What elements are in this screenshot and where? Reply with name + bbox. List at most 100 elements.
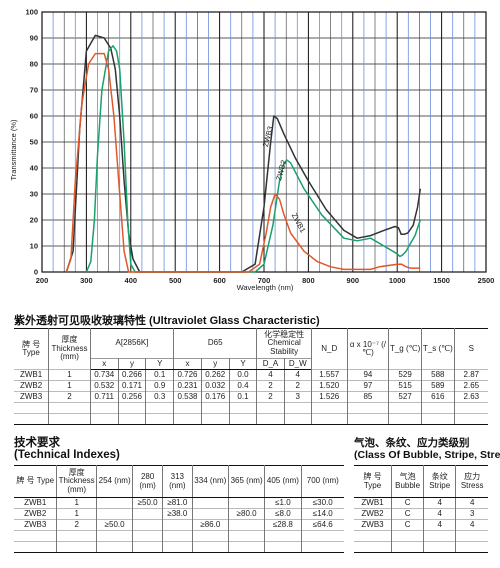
table-cell: ≥50.0 bbox=[132, 497, 163, 509]
y-tick-label: 40 bbox=[30, 164, 38, 173]
x-tick-label: 600 bbox=[213, 276, 226, 285]
y-tick-label: 60 bbox=[30, 112, 38, 121]
table-cell bbox=[173, 402, 202, 414]
table2-blank-row bbox=[14, 530, 344, 542]
table-cell: 2.63 bbox=[453, 391, 488, 403]
table-cell bbox=[346, 402, 390, 414]
x-tick-label: 800 bbox=[302, 276, 315, 285]
table-cell bbox=[48, 402, 91, 414]
glass-characteristic-table: 牌 号 Type 厚度 Thickness (mm) A[2856K] D65 … bbox=[14, 328, 488, 425]
table-cell: ZWB1 bbox=[14, 497, 58, 509]
table-cell: 527 bbox=[388, 391, 422, 403]
table-cell: 2 bbox=[256, 380, 285, 392]
table-cell: 1 bbox=[48, 369, 91, 381]
table-cell bbox=[283, 413, 312, 425]
y-tick-label: 70 bbox=[30, 86, 38, 95]
table-cell bbox=[264, 541, 302, 553]
sub-a-y: y bbox=[117, 358, 147, 370]
table-cell: ≤14.0 bbox=[300, 508, 344, 520]
table-cell: C bbox=[391, 497, 425, 509]
chart-grid bbox=[41, 11, 487, 273]
table-cell bbox=[56, 541, 97, 553]
table-cell: 0.0 bbox=[228, 369, 258, 381]
table-cell bbox=[455, 530, 488, 542]
table-cell bbox=[388, 402, 422, 414]
table3-row: ZWB3 C 4 4 bbox=[354, 519, 488, 531]
table-cell: 0.726 bbox=[173, 369, 202, 381]
table-cell: 2 bbox=[56, 519, 97, 531]
table-cell: 4 bbox=[423, 497, 457, 509]
col-thickness: 厚度 Thickness (mm) bbox=[48, 328, 91, 370]
col-tg: T_g (℃) bbox=[388, 328, 422, 370]
table-cell bbox=[453, 413, 488, 425]
column-header: 365 (nm) bbox=[227, 465, 266, 498]
table-cell bbox=[95, 497, 134, 509]
table-cell: 515 bbox=[388, 380, 422, 392]
table1-row: ZWB1 1 0.734 0.266 0.1 0.726 0.262 0.0 4 4 1.557 94… bbox=[14, 369, 488, 381]
x-tick-label: 300 bbox=[80, 276, 93, 285]
table-cell: ≥86.0 bbox=[191, 519, 229, 531]
table1-title: 紫外透射可见吸收玻璃特性 (Ultraviolet Glass Characte… bbox=[14, 315, 320, 327]
table-cell: 3 bbox=[455, 508, 488, 520]
table-cell bbox=[161, 530, 193, 542]
col-chemical-stability: 化学稳定性 Chemical Stability bbox=[256, 328, 312, 359]
table-cell: 0.176 bbox=[200, 391, 230, 403]
table-cell: 588 bbox=[420, 369, 455, 381]
table2-row: ZWB3 2 ≥50.0 ≥86.0 ≤28.8 ≤64.6 bbox=[14, 519, 344, 531]
x-tick-label: 700 bbox=[258, 276, 271, 285]
table2-blank-row bbox=[14, 541, 344, 553]
table-cell: 4 bbox=[423, 519, 457, 531]
col-a2856k: A[2856K] bbox=[89, 328, 175, 359]
table-cell: 0.266 bbox=[117, 369, 147, 381]
table-cell: ≥38.0 bbox=[161, 508, 193, 520]
table-cell bbox=[256, 413, 285, 425]
col-type: 牌 号 Type bbox=[14, 328, 50, 370]
table-cell bbox=[191, 530, 229, 542]
column-header: 280 (nm) bbox=[132, 465, 163, 498]
y-tick-label: 0 bbox=[34, 268, 38, 277]
table-cell bbox=[200, 402, 230, 414]
table-cell: 2 bbox=[256, 391, 285, 403]
table-cell bbox=[256, 402, 285, 414]
table-cell bbox=[423, 530, 457, 542]
table2-title: 技术要求 (Technical Indexes) bbox=[14, 437, 120, 461]
x-axis-label: Wavelength (nm) bbox=[237, 283, 294, 292]
y-tick-label: 10 bbox=[30, 242, 38, 251]
table-cell bbox=[420, 402, 455, 414]
table-cell: ZWB3 bbox=[354, 519, 393, 531]
table-cell: ZWB3 bbox=[14, 391, 50, 403]
transmittance-chart: Transmittance (%) Wavelength (nm) 0 10 20 3… bbox=[9, 8, 494, 293]
table-cell bbox=[95, 541, 134, 553]
table-cell bbox=[14, 541, 58, 553]
series-zwb1 bbox=[65, 52, 421, 273]
x-tick-label: 1000 bbox=[389, 276, 406, 285]
table1-blank-row bbox=[14, 402, 488, 414]
table-cell bbox=[117, 413, 147, 425]
sub-a-x: x bbox=[90, 358, 119, 370]
table-cell bbox=[117, 402, 147, 414]
table-cell bbox=[300, 530, 344, 542]
sub-da: D_A bbox=[256, 358, 285, 370]
technical-indexes-table: 牌 号 Type 厚度 Thickness (mm) 254 (nm) 280 (nm… bbox=[14, 465, 344, 553]
table-cell: 0.4 bbox=[228, 380, 258, 392]
table-cell: 2.87 bbox=[453, 369, 488, 381]
table-cell: 97 bbox=[346, 380, 390, 392]
y-axis-label: Transmittance (%) bbox=[9, 119, 18, 180]
table-cell bbox=[391, 541, 425, 553]
column-header: 气泡 Bubble bbox=[391, 465, 425, 498]
table-cell bbox=[14, 402, 50, 414]
table-cell: 4 bbox=[455, 497, 488, 509]
column-header: 313 (nm) bbox=[161, 465, 193, 498]
table-cell: 1 bbox=[56, 508, 97, 520]
table-cell bbox=[191, 497, 229, 509]
column-header: 700 (nm) bbox=[300, 465, 344, 498]
table-cell: 4 bbox=[256, 369, 285, 381]
table-cell bbox=[89, 402, 119, 414]
column-header: 应力 Stress bbox=[455, 465, 488, 498]
table-cell: 4 bbox=[455, 519, 488, 531]
table2-row: ZWB1 1 ≥50.0 ≥81.0 ≤1.0 ≤30.0 bbox=[14, 497, 344, 509]
table-cell: 0.532 bbox=[89, 380, 119, 392]
sub-d65-y: y bbox=[200, 358, 230, 370]
table-cell bbox=[89, 413, 119, 425]
table-cell bbox=[48, 413, 91, 425]
